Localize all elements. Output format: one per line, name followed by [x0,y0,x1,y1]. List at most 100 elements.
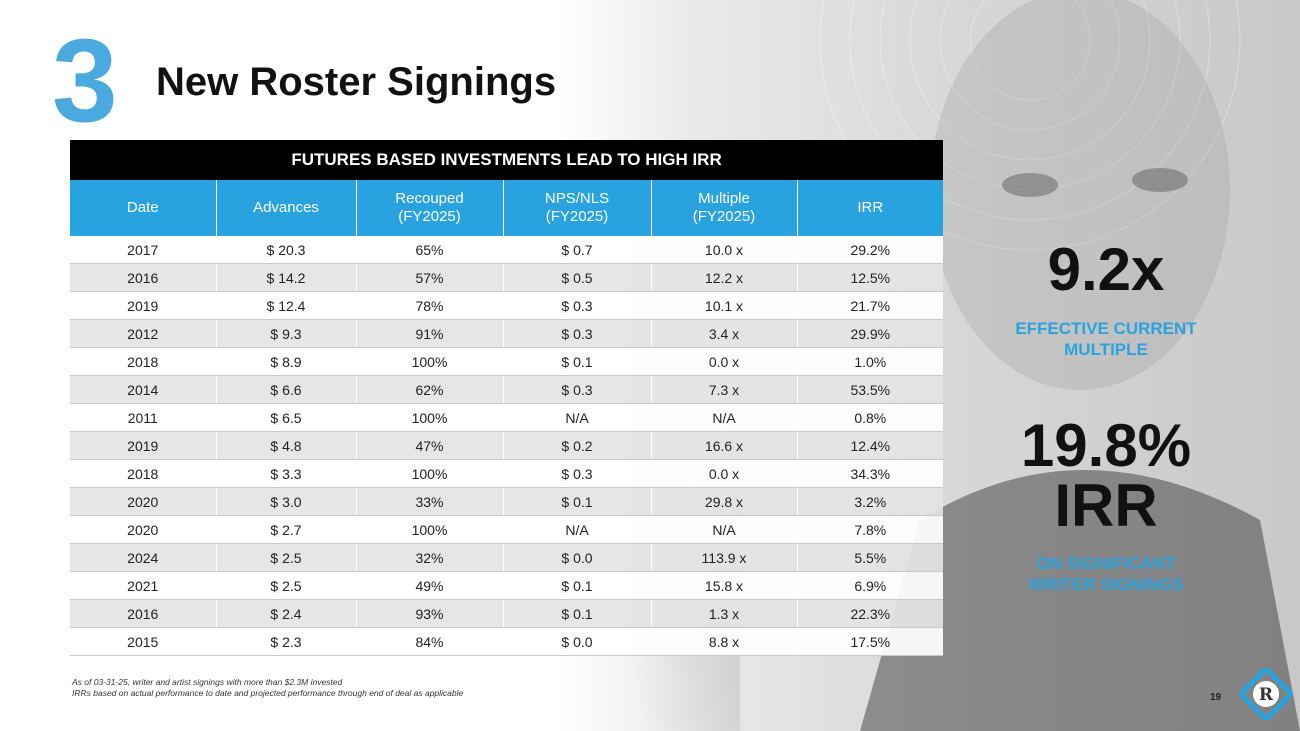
cell-multiple: 8.8 x [650,627,797,656]
cell-date: 2024 [70,543,216,572]
cell-multiple: 10.0 x [650,236,797,264]
cell-date: 2016 [70,263,216,292]
cell-irr: 29.9% [796,319,944,348]
cell-advances: $ 14.2 [215,263,356,292]
cell-date: 2014 [70,375,216,404]
table-row: 2018 $ 3.3 100% $ 0.3 0.0 x 34.3% [70,459,944,488]
cell-multiple: 12.2 x [650,263,797,292]
cell-nps-nls: $ 0.3 [502,319,651,348]
table-row: 2016 $ 2.4 93% $ 0.1 1.3 x 22.3% [70,599,944,628]
cell-date: 2020 [70,515,216,544]
column-header: Multiple (FY2025) [650,180,797,236]
cell-date: 2019 [70,291,216,320]
page-title: New Roster Signings [156,60,557,104]
cell-recouped: 62% [355,375,503,404]
cell-irr: 3.2% [796,487,944,516]
cell-irr: 12.5% [796,263,944,292]
diamond-r-logo-icon: R [1240,668,1292,720]
table-header-row: Date Advances Recouped (FY2025) NPS/NLS (F… [70,180,944,236]
cell-advances: $ 3.0 [215,487,356,516]
cell-date: 2019 [70,431,216,460]
footnote: IRRs based on actual performance to date… [72,688,464,698]
table-row: 2021 $ 2.5 49% $ 0.1 15.8 x 6.9% [70,571,944,600]
cell-recouped: 78% [355,291,503,320]
column-header: Date [70,180,216,236]
cell-date: 2020 [70,487,216,516]
table-row: 2018 $ 8.9 100% $ 0.1 0.0 x 1.0% [70,347,944,376]
cell-multiple: 10.1 x [650,291,797,320]
cell-nps-nls: $ 0.5 [502,263,651,292]
cell-recouped: 33% [355,487,503,516]
cell-date: 2015 [70,627,216,656]
table-banner: FUTURES BASED INVESTMENTS LEAD TO HIGH I… [70,140,944,180]
cell-nps-nls: $ 0.3 [502,291,651,320]
cell-multiple: 3.4 x [650,319,797,348]
cell-multiple: 0.0 x [650,347,797,376]
cell-recouped: 100% [355,515,503,544]
cell-recouped: 100% [355,459,503,488]
cell-date: 2016 [70,599,216,628]
cell-nps-nls: $ 0.1 [502,571,651,600]
cell-nps-nls: N/A [502,515,651,544]
cell-recouped: 100% [355,347,503,376]
cell-advances: $ 4.8 [215,431,356,460]
table-row: 2016 $ 14.2 57% $ 0.5 12.2 x 12.5% [70,263,944,292]
irr-label: ON SIGNIFICANT WRITER SIGNINGS [1028,554,1184,594]
cell-date: 2021 [70,571,216,600]
table-row: 2011 $ 6.5 100% N/A N/A 0.8% [70,403,944,432]
cell-advances: $ 2.4 [215,599,356,628]
cell-nps-nls: $ 0.0 [502,627,651,656]
photo-decorative-rings [819,0,1300,731]
column-header: IRR [796,180,944,236]
cell-irr: 29.2% [796,236,944,264]
cell-multiple: 29.8 x [650,487,797,516]
table-row: 2020 $ 3.0 33% $ 0.1 29.8 x 3.2% [70,487,944,516]
cell-nps-nls: $ 0.1 [502,599,651,628]
table-row: 2019 $ 12.4 78% $ 0.3 10.1 x 21.7% [70,291,944,320]
svg-text:R: R [1259,685,1274,705]
cell-irr: 53.5% [796,375,944,404]
cell-irr: 7.8% [796,515,944,544]
column-header: Advances [215,180,356,236]
cell-nps-nls: $ 0.1 [502,347,651,376]
cell-advances: $ 2.5 [215,543,356,572]
cell-advances: $ 6.6 [215,375,356,404]
column-header: Recouped (FY2025) [355,180,503,236]
cell-multiple: N/A [650,403,797,432]
column-header: NPS/NLS (FY2025) [502,180,651,236]
cell-multiple: N/A [650,515,797,544]
cell-recouped: 32% [355,543,503,572]
cell-irr: 6.9% [796,571,944,600]
footnotes: As of 03-31-25, writer and artist signin… [72,677,463,699]
cell-nps-nls: $ 0.3 [502,459,651,488]
cell-nps-nls: $ 0.2 [502,431,651,460]
section-number: 3 [52,15,118,147]
cell-irr: 1.0% [796,347,944,376]
cell-irr: 22.3% [796,599,944,628]
table-row: 2015 $ 2.3 84% $ 0.0 8.8 x 17.5% [70,627,944,656]
cell-irr: 34.3% [796,459,944,488]
cell-date: 2011 [70,403,216,432]
table-row: 2019 $ 4.8 47% $ 0.2 16.6 x 12.4% [70,431,944,460]
table-row: 2017 $ 20.3 65% $ 0.7 10.0 x 29.2% [70,236,944,264]
cell-recouped: 100% [355,403,503,432]
cell-advances: $ 9.3 [215,319,356,348]
cell-advances: $ 2.5 [215,571,356,600]
cell-multiple: 16.6 x [650,431,797,460]
table-row: 2014 $ 6.6 62% $ 0.3 7.3 x 53.5% [70,375,944,404]
cell-nps-nls: N/A [502,403,651,432]
signings-table: FUTURES BASED INVESTMENTS LEAD TO HIGH I… [70,140,944,656]
cell-multiple: 113.9 x [650,543,797,572]
cell-recouped: 49% [355,571,503,600]
cell-nps-nls: $ 0.0 [502,543,651,572]
cell-recouped: 57% [355,263,503,292]
effective-multiple-label: EFFECTIVE CURRENT MULTIPLE [1015,319,1197,359]
cell-date: 2017 [70,236,216,264]
cell-irr: 0.8% [796,403,944,432]
cell-multiple: 7.3 x [650,375,797,404]
cell-multiple: 15.8 x [650,571,797,600]
cell-multiple: 0.0 x [650,459,797,488]
table-row: 2024 $ 2.5 32% $ 0.0 113.9 x 5.5% [70,543,944,572]
cell-advances: $ 6.5 [215,403,356,432]
table-row: 2020 $ 2.7 100% N/A N/A 7.8% [70,515,944,544]
